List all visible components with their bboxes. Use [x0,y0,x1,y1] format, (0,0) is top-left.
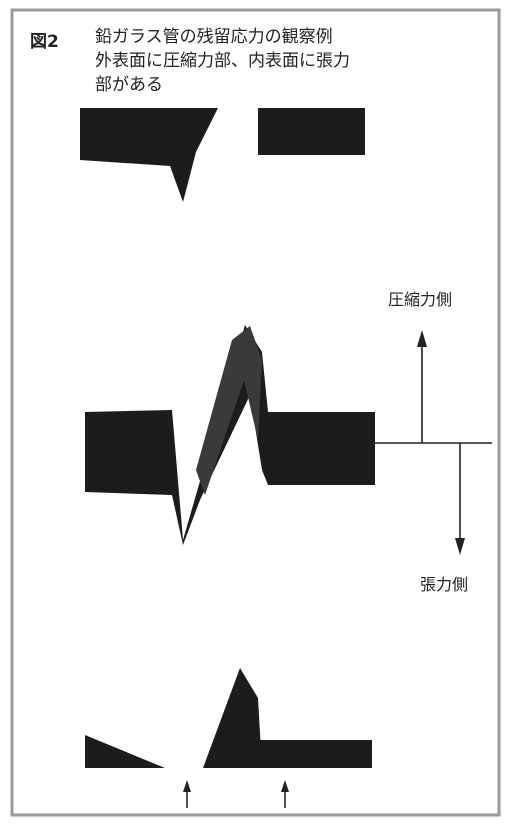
compression-label: 圧縮力側 [388,290,452,309]
caption-line: 部がある [95,75,163,95]
trace-shape [260,740,372,768]
page: {"figure": {"label": "図2", "caption": ["… [0,0,511,825]
caption-line: 鉛ガラス管の残留応力の観察例 [95,27,333,47]
figure-label: 図2 [30,32,59,52]
figure: 図2 鉛ガラス管の残留応力の観察例 外表面に圧縮力部、内表面に張力 部がある 圧… [0,0,511,825]
caption-line: 外表面に圧縮力部、内表面に張力 [95,51,350,71]
trace-shape [258,108,365,155]
tension-label: 張力側 [420,575,468,594]
